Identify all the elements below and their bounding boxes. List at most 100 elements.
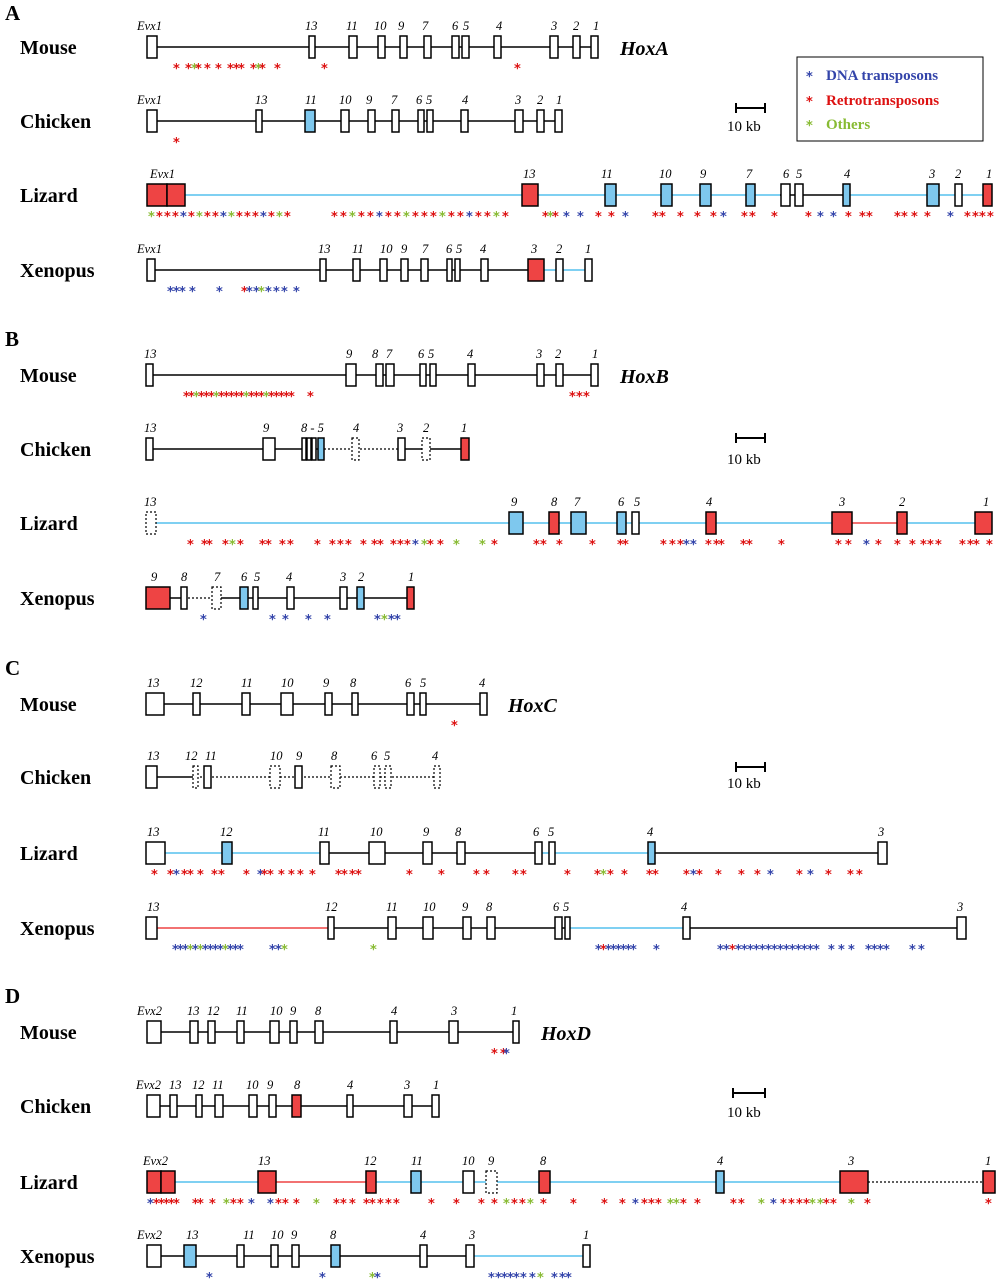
gene-box xyxy=(192,692,201,716)
gene-label: 1 xyxy=(585,242,591,256)
transposon-star: * xyxy=(355,868,362,883)
transposon-star: * xyxy=(253,285,260,300)
gene-box xyxy=(304,109,316,133)
gene-label: 9 xyxy=(488,1154,495,1168)
gene-box xyxy=(403,1094,413,1118)
transposon-star: * xyxy=(185,62,192,77)
gene-label: 3 xyxy=(847,1154,854,1168)
transposon-star: * xyxy=(172,210,179,225)
transposon-star: * xyxy=(241,285,248,300)
transposon-star: * xyxy=(220,210,227,225)
gene-box xyxy=(145,363,154,387)
gene-box xyxy=(554,916,563,940)
transposon-star: * xyxy=(232,943,239,958)
gene-box xyxy=(166,183,186,207)
transposon-star: * xyxy=(789,943,796,958)
gene-label: 7 xyxy=(391,93,398,107)
transposon-star: * xyxy=(360,538,367,553)
gene-label: 9 xyxy=(151,570,158,584)
transposon-star: * xyxy=(182,943,189,958)
gene-label: 10 xyxy=(246,1078,259,1092)
transposon-star: * xyxy=(223,1197,230,1212)
gene-box xyxy=(314,1020,324,1044)
gene-label: 6 xyxy=(533,825,540,839)
scale-label-c: 10 kb xyxy=(727,776,761,792)
transposon-star: * xyxy=(987,210,994,225)
transposon-star: * xyxy=(201,538,208,553)
gene-label: Evx1 xyxy=(136,242,162,256)
transposon-star: * xyxy=(478,1197,485,1212)
transposon-star: * xyxy=(197,1197,204,1212)
gene-box xyxy=(397,437,406,461)
transposon-star: * xyxy=(491,1047,498,1062)
transposon-star: * xyxy=(479,538,486,553)
gene-box xyxy=(715,1170,725,1194)
transposon-star: * xyxy=(501,1271,508,1280)
transposon-star: * xyxy=(265,538,272,553)
transposon-star: * xyxy=(187,943,194,958)
transposon-star: * xyxy=(261,868,268,883)
transposon-star: * xyxy=(427,538,434,553)
transposon-star: * xyxy=(321,62,328,77)
transposon-star: * xyxy=(838,943,845,958)
gene-box xyxy=(377,35,386,59)
transposon-star: * xyxy=(705,538,712,553)
transposon-star: * xyxy=(164,210,171,225)
transposon-star: * xyxy=(909,538,916,553)
gene-box xyxy=(448,1020,459,1044)
gene-label: 1 xyxy=(556,93,562,107)
transposon-star: * xyxy=(713,538,720,553)
transposon-star: * xyxy=(181,868,188,883)
species-label-xenopus: Xenopus xyxy=(20,918,95,940)
transposon-star: * xyxy=(173,868,180,883)
gene-box xyxy=(460,437,470,461)
transposon-star: * xyxy=(669,538,676,553)
gene-box xyxy=(467,363,476,387)
transposon-star: * xyxy=(753,943,760,958)
transposon-star: * xyxy=(233,62,240,77)
transposon-star: * xyxy=(652,868,659,883)
transposon-star: * xyxy=(369,1271,376,1280)
gene-label: 8 xyxy=(330,1228,337,1242)
transposon-star: * xyxy=(192,1197,199,1212)
gene-box xyxy=(257,1170,277,1194)
transposon-star: * xyxy=(324,613,331,628)
transposon-star: * xyxy=(864,1197,871,1212)
transposon-star: * xyxy=(263,390,270,405)
gene-box xyxy=(604,183,617,207)
transposon-star: * xyxy=(406,868,413,883)
transposon-star: * xyxy=(394,210,401,225)
gene-label: 10 xyxy=(659,167,672,181)
transposon-star: * xyxy=(622,210,629,225)
transposon-star: * xyxy=(260,210,267,225)
transposon-star: * xyxy=(274,62,281,77)
transposon-star: * xyxy=(653,943,660,958)
gene-label: Evx2 xyxy=(136,1004,162,1018)
transposon-star: * xyxy=(680,1197,687,1212)
gene-box xyxy=(954,183,963,207)
gene-label: 12 xyxy=(192,1078,205,1092)
transposon-star: * xyxy=(920,538,927,553)
transposon-star: * xyxy=(652,210,659,225)
gene-label: 13 xyxy=(144,495,157,509)
gene-label: 8 xyxy=(315,1004,322,1018)
transposon-star: * xyxy=(209,1197,216,1212)
transposon-star: * xyxy=(202,943,209,958)
gene-label: 4 xyxy=(706,495,712,509)
gene-box xyxy=(308,35,316,59)
gene-label: 4 xyxy=(480,242,486,256)
gene-label: 8 xyxy=(350,676,357,690)
gene-label: 11 xyxy=(241,676,253,690)
transposon-star: * xyxy=(349,1197,356,1212)
gene-label: 7 xyxy=(422,242,429,256)
species-label-mouse: Mouse xyxy=(20,365,77,387)
gene-box xyxy=(554,109,563,133)
gene-label: 13 xyxy=(523,167,536,181)
transposon-star: * xyxy=(959,538,966,553)
gene-label: Evx2 xyxy=(142,1154,168,1168)
transposon-star: * xyxy=(192,943,199,958)
gene-label: 10 xyxy=(270,1004,283,1018)
gene-box xyxy=(406,692,415,716)
transposon-star: * xyxy=(547,210,554,225)
transposon-star: * xyxy=(430,210,437,225)
